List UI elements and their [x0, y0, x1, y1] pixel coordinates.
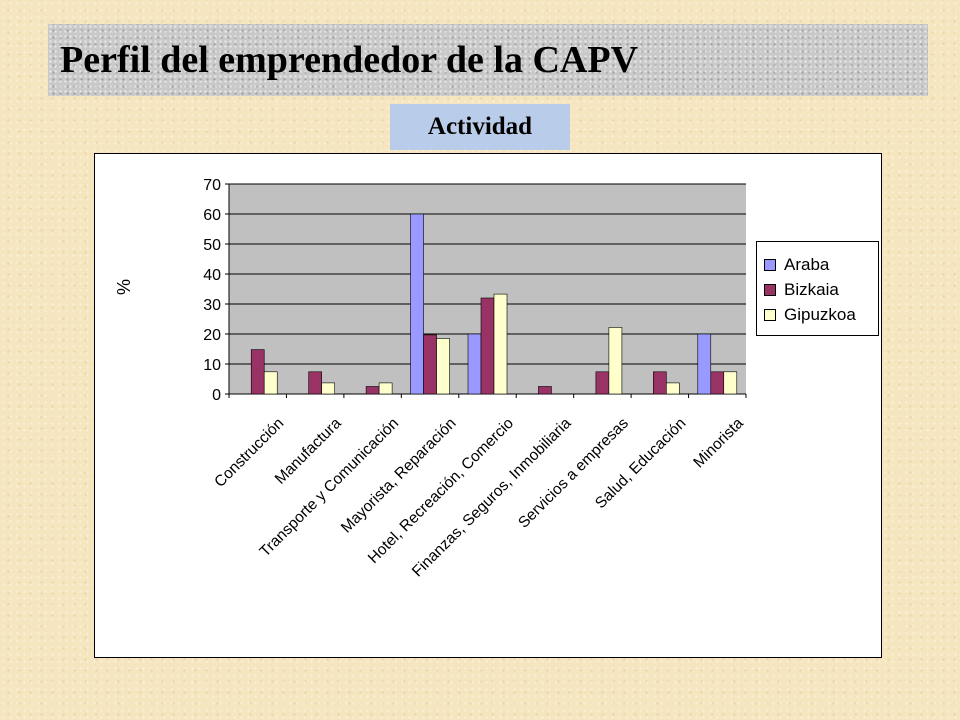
slide-subtitle: Actividad — [427, 113, 533, 140]
y-tick-label: 30 — [203, 297, 221, 314]
x-tick-label: Mayorista, Reparación — [338, 415, 460, 537]
bar — [321, 382, 335, 395]
x-tick-label: Minorista — [690, 415, 747, 472]
bar — [723, 371, 738, 395]
bar — [493, 293, 508, 395]
y-tick-label: 20 — [203, 327, 221, 344]
bar — [410, 213, 424, 395]
bar — [423, 334, 437, 395]
y-tick-label: 10 — [203, 357, 221, 374]
y-axis-label: % — [114, 279, 134, 295]
legend-swatch-bizkaia — [764, 284, 776, 296]
title-bar: Perfil del emprendedor de la CAPV — [48, 24, 928, 96]
bar — [467, 333, 482, 395]
bar — [378, 382, 393, 395]
bar — [595, 371, 610, 395]
bar — [436, 338, 450, 395]
legend-item-gipuzkoa: Gipuzkoa — [764, 303, 856, 327]
subtitle-box: Actividad — [390, 104, 570, 150]
y-tick-label: 0 — [212, 387, 221, 404]
legend-swatch-gipuzkoa — [764, 309, 776, 321]
chart-frame: 0 10 20 30 40 50 60 70% Construcción Manufactura T… — [94, 153, 882, 658]
legend-label-gipuzkoa: Gipuzkoa — [784, 305, 856, 324]
bar — [308, 371, 322, 395]
legend-swatch-araba — [764, 259, 776, 271]
bar — [653, 371, 667, 395]
bar-chart: 010203040506070%ConstrucciónManufacturaT… — [114, 177, 747, 580]
legend-label-araba: Araba — [784, 255, 830, 274]
bar — [250, 349, 265, 395]
legend-label-bizkaia: Bizkaia — [784, 280, 839, 299]
bar — [480, 297, 495, 395]
bar — [666, 382, 680, 395]
legend-item-bizkaia: Bizkaia — [764, 278, 839, 302]
bar — [538, 386, 552, 395]
y-tick-label: 50 — [203, 237, 221, 254]
y-tick-label: 70 — [203, 177, 221, 194]
bar — [710, 371, 725, 395]
legend: Araba Bizkaia Gipuzkoa — [756, 241, 879, 336]
bar — [697, 333, 712, 395]
bar — [263, 371, 278, 395]
y-tick-label: 60 — [203, 207, 221, 224]
y-tick-label: 40 — [203, 267, 221, 284]
bar — [365, 386, 380, 395]
bar — [608, 327, 623, 395]
x-tick-label: Servicios a empresas — [515, 415, 632, 532]
slide-title: Perfil del emprendedor de la CAPV — [60, 39, 639, 81]
legend-item-araba: Araba — [764, 253, 829, 277]
